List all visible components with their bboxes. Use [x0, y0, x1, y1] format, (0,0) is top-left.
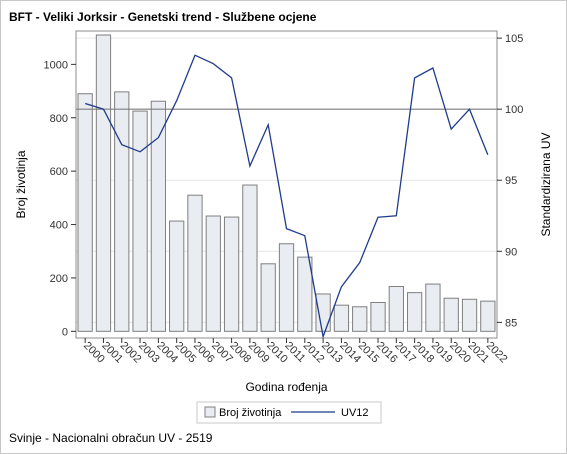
bar-2016	[370, 301, 386, 332]
legend-bar-label: Broj životinja	[219, 407, 282, 419]
bar-2011	[278, 243, 295, 332]
line-layer	[85, 54, 489, 340]
bar-2019	[425, 283, 441, 332]
bar-2012	[297, 256, 313, 332]
bar-2015	[352, 306, 368, 332]
left-tick-label: 1000	[44, 59, 68, 71]
left-tick-label: 400	[50, 220, 68, 232]
bar-2017	[388, 285, 404, 332]
bar-2021	[461, 298, 478, 332]
legend: Broj životinja UV12	[196, 401, 382, 424]
right-tick-label: 105	[505, 33, 523, 45]
bar-2002	[114, 91, 130, 332]
bar-2003	[132, 110, 148, 332]
right-tick-label: 85	[505, 317, 517, 329]
bar-2013	[315, 293, 331, 332]
bar-2009	[242, 184, 258, 332]
bar-2014	[333, 304, 350, 332]
right-tick-label: 90	[505, 246, 517, 258]
bar-2004	[150, 100, 167, 332]
bar-2001	[95, 34, 112, 332]
chart-title: BFT - Veliki Jorksir - Genetski trend - …	[9, 10, 317, 24]
legend-line-label: UV12	[341, 407, 369, 419]
bar-2007	[205, 215, 221, 332]
bar-2005	[169, 220, 185, 332]
bar-2000	[77, 93, 93, 332]
bars-layer	[77, 34, 496, 332]
right-tick-label: 95	[505, 175, 517, 187]
legend-box	[196, 401, 382, 424]
left-tick-label: 600	[50, 166, 68, 178]
bar-2020	[443, 297, 459, 332]
x-axis: 2000200120022003200420052006200720082009…	[81, 338, 510, 365]
footnote: Svinje - Nacionalni obračun UV - 2519	[9, 431, 213, 445]
left-tick-label: 200	[50, 273, 68, 285]
x-axis-title: Godina rođenja	[245, 380, 327, 394]
bar-2018	[406, 292, 423, 332]
right-axis-title: Standardizirana UV	[539, 132, 553, 236]
right-axis: 85 90 95 100 105	[497, 33, 523, 329]
right-tick-label: 100	[505, 104, 523, 116]
left-tick-label: 0	[62, 326, 68, 338]
legend-bar-swatch	[204, 406, 216, 418]
left-axis: 0 200 400 600 800 1000	[44, 59, 76, 338]
left-tick-label: 800	[50, 113, 68, 125]
bar-2022	[480, 300, 496, 332]
left-axis-title: Broj životinja	[14, 150, 28, 218]
uv12-line	[85, 54, 489, 340]
bar-2006	[187, 194, 203, 332]
bar-2008	[223, 216, 240, 332]
bar-2010	[260, 263, 276, 332]
